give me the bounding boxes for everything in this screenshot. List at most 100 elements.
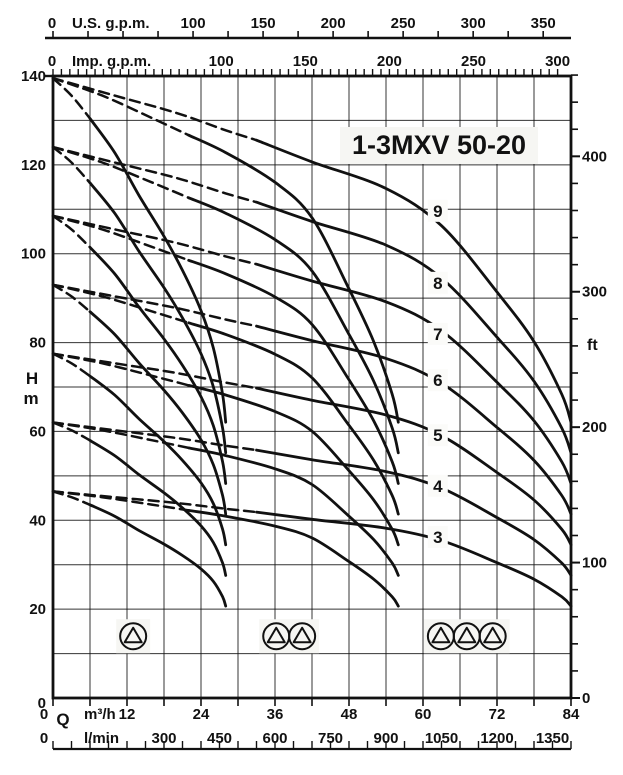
curve-8-3pump — [255, 200, 573, 455]
lmin-axis-unit: l/min — [84, 730, 119, 747]
curve-5-2pump-dashed — [51, 352, 190, 387]
icon-box-1pump — [116, 619, 151, 654]
curve-7-2pump — [187, 258, 400, 485]
curve-3-1pump-dashed — [51, 490, 92, 507]
us-gpm-tick-label: 100 — [181, 15, 206, 32]
curve-7-2pump-dashed — [51, 214, 190, 262]
lmin-tick-label: 900 — [373, 730, 398, 747]
curve-8-2pump-dashed — [51, 145, 190, 200]
curve-7-1pump — [88, 245, 228, 485]
curve-8-1pump — [88, 181, 228, 455]
m3h-tick-label: 48 — [341, 706, 358, 723]
curve-5-3pump-dashed — [51, 352, 258, 390]
chart-title: 1-3MXV 50-20 — [340, 127, 538, 164]
axis-head-ft: 0 100 200 300 400 ft — [571, 74, 607, 707]
head-axis-unit: m — [23, 389, 38, 408]
imp-gpm-tick-label: 250 — [461, 53, 486, 70]
curve-label-box — [427, 369, 448, 392]
curve-label-9: 9 — [433, 202, 442, 221]
curve-4-2pump — [187, 446, 400, 577]
curve-label-5: 5 — [433, 426, 442, 445]
curve-9-1pump-dashed — [51, 76, 92, 120]
axis-q-lmin: 0 300 450 600 750 900 1050 1200 1350 l/min — [40, 730, 572, 751]
us-gpm-tick-label: 200 — [321, 15, 346, 32]
lmin-tick-label: 0 — [40, 730, 48, 747]
imp-gpm-tick-label: 0 — [48, 53, 56, 70]
axis-q-m3h: 0 12 24 36 48 60 72 84 Q m³/h — [40, 698, 580, 729]
head-m-tick-label: 140 — [21, 68, 46, 85]
m3h-tick-label: 12 — [119, 706, 136, 723]
ft-tick-label: 300 — [582, 284, 607, 301]
m3h-tick-label: 84 — [563, 706, 580, 723]
head-m-tick-label: 80 — [29, 335, 46, 352]
imp-gpm-tick-label: 150 — [293, 53, 318, 70]
curve-6-2pump-dashed — [51, 283, 190, 325]
ft-tick-label: 100 — [582, 555, 607, 572]
curve-4-1pump-dashed — [51, 421, 92, 442]
lmin-tick-label: 1350 — [536, 730, 569, 747]
curve-3-2pump — [187, 509, 400, 608]
pump-circle-icon — [119, 622, 148, 651]
curve-5-3pump — [255, 386, 573, 547]
imp-gpm-axis-title: Imp. g.p.m. — [72, 53, 151, 70]
pump-triangle-icon — [483, 626, 503, 644]
grid — [53, 76, 571, 698]
head-m-tick-label: 60 — [29, 423, 46, 440]
curve-8-2pump — [187, 196, 400, 455]
curve-4-3pump — [255, 448, 573, 577]
lmin-tick-label: 1200 — [480, 730, 513, 747]
us-gpm-tick-label: 0 — [48, 15, 56, 32]
pump-circle-icon — [478, 622, 507, 651]
m3h-tick-label: 72 — [489, 706, 506, 723]
curve-8-3pump-dashed — [51, 145, 258, 204]
curve-5-2pump — [187, 384, 400, 547]
curve-label-box — [427, 525, 448, 548]
curve-6-3pump — [255, 324, 573, 516]
imp-gpm-tick-label: 100 — [209, 53, 234, 70]
head-m-tick-label: 20 — [29, 601, 46, 618]
m3h-tick-label: 60 — [415, 706, 432, 723]
pump-triangle-icon — [457, 626, 477, 644]
curve-label-box — [427, 322, 448, 345]
icon-box-3pump — [423, 619, 510, 654]
lmin-tick-label: 600 — [262, 730, 287, 747]
curve-9-3pump-dashed — [51, 76, 258, 142]
curve-7-3pump — [255, 262, 573, 485]
curve-label-4: 4 — [433, 477, 443, 496]
ft-tick-label: 0 — [582, 690, 590, 707]
curve-7-1pump-dashed — [51, 214, 92, 249]
m3h-tick-label: 0 — [40, 706, 48, 723]
curve-5-1pump — [88, 374, 228, 547]
curve-3-1pump — [88, 503, 228, 608]
head-m-tick-label: 0 — [38, 695, 46, 712]
m3h-tick-label: 36 — [267, 706, 284, 723]
curve-label-box — [427, 271, 448, 294]
curve-3-3pump — [255, 510, 573, 608]
curve-label-box — [427, 199, 448, 222]
lmin-tick-label: 450 — [207, 730, 232, 747]
pump-triangle-icon — [292, 626, 312, 644]
curve-label-3: 3 — [433, 528, 442, 547]
ft-tick-label: 200 — [582, 419, 607, 436]
head-m-tick-label: 40 — [29, 512, 46, 529]
m3h-tick-label: 24 — [193, 706, 210, 723]
curve-5-1pump-dashed — [51, 352, 92, 378]
curve-labels: 9 8 7 6 5 4 3 — [427, 199, 448, 548]
m3h-axis-unit: m³/h — [84, 706, 116, 723]
curve-3-2pump-dashed — [51, 490, 190, 512]
curve-8-1pump-dashed — [51, 145, 92, 185]
curve-label-6: 6 — [433, 371, 442, 390]
pump-triangle-icon — [431, 626, 451, 644]
us-gpm-axis-title: U.S. g.p.m. — [72, 15, 150, 32]
axis-head-m: 0 20 40 60 80 100 120 140 Hm — [21, 68, 46, 712]
curve-label-box — [427, 474, 448, 497]
lmin-tick-label: 1050 — [425, 730, 458, 747]
imp-gpm-tick-label: 300 — [545, 53, 570, 70]
q-axis-title: Q — [56, 710, 69, 729]
curve-label-7: 7 — [433, 325, 442, 344]
lmin-tick-label: 750 — [318, 730, 343, 747]
curve-label-8: 8 — [433, 274, 442, 293]
pump-triangle-icon — [266, 626, 286, 644]
